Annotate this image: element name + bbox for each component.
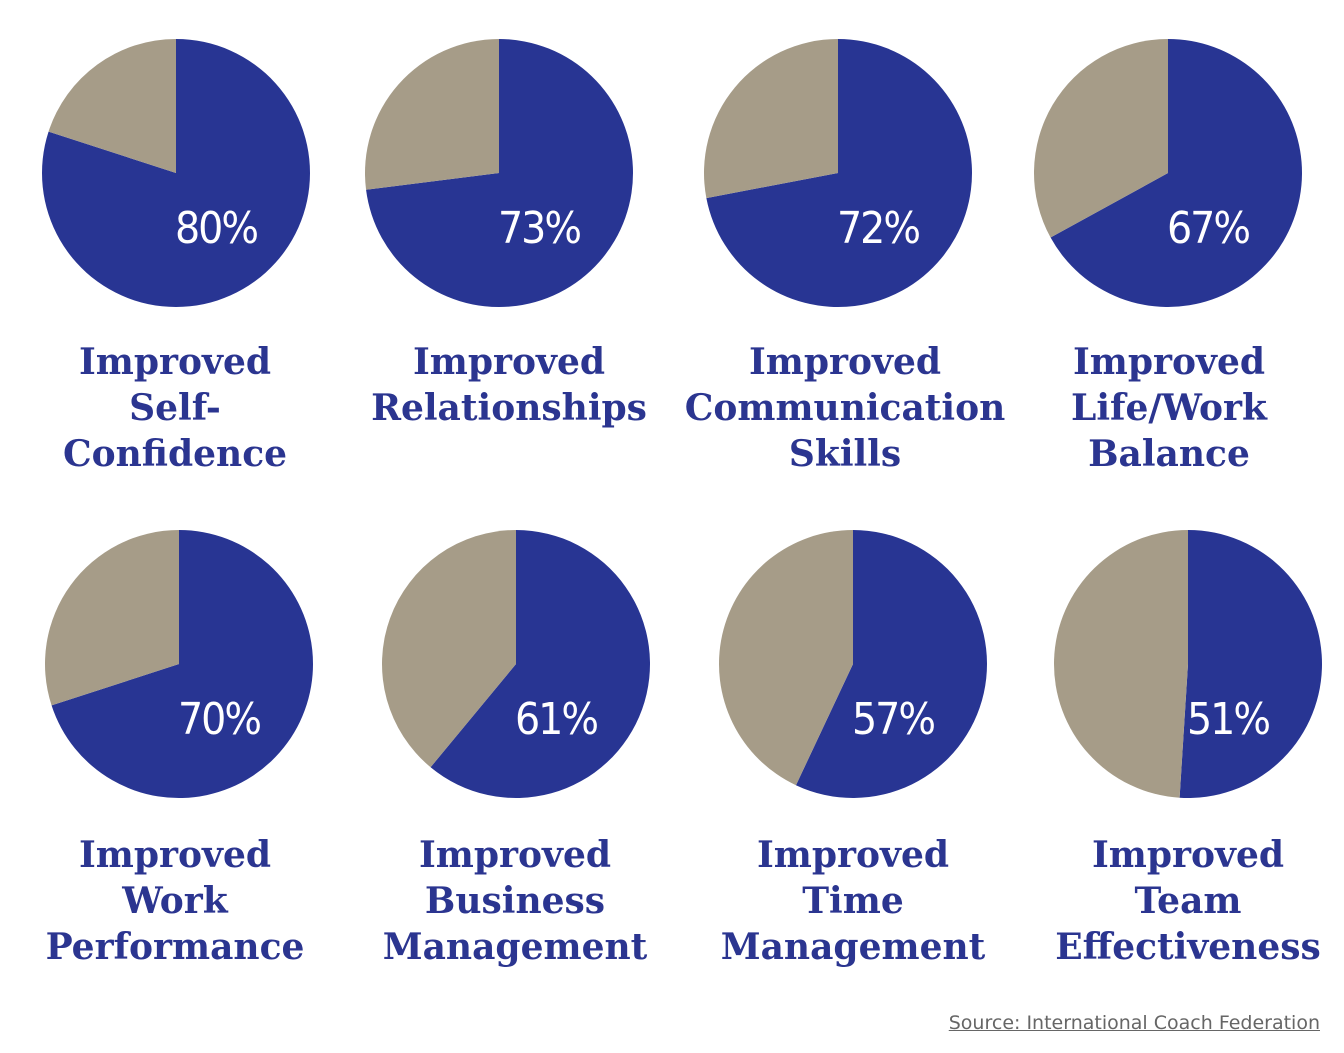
pie-slice-remainder: [1054, 530, 1188, 798]
pie-slice-value: [1179, 530, 1323, 799]
pie-slice-value: [51, 530, 314, 798]
pie-value-label: 51%: [1187, 694, 1269, 745]
pie-value-label: 61%: [515, 694, 597, 745]
pie-category-label: Improved: [419, 834, 611, 876]
pie-slice-remainder: [44, 530, 179, 706]
pie-slice-remainder: [381, 530, 516, 768]
pie-category-label: Effectiveness: [1055, 926, 1321, 968]
pie-value-label: 67%: [1167, 203, 1249, 254]
pie-category-label: Improved: [749, 341, 941, 383]
pie-category-label: Improved: [1092, 834, 1284, 876]
pie-category-label: Team: [1135, 880, 1242, 922]
pie-category-label: Improved: [1073, 341, 1265, 383]
pie-category-label: Improved: [757, 834, 949, 876]
pie-category-label: Skills: [789, 433, 901, 475]
pie-category-label: Life/Work: [1071, 387, 1268, 429]
pie-category-label: Self-: [129, 387, 221, 429]
pie-value-label: 72%: [837, 203, 919, 254]
pie-slice-remainder: [1034, 39, 1168, 238]
pie-category-label: Improved: [413, 341, 605, 383]
pie-category-label: Management: [383, 926, 648, 968]
pie-category-label: Improved: [79, 341, 271, 383]
pie-value-label: 80%: [175, 203, 257, 254]
pie-slice-value: [366, 39, 633, 307]
pie-slice-remainder: [704, 39, 838, 199]
pie-category-label: Work: [121, 880, 228, 922]
source-link[interactable]: Source: International Coach Federation: [948, 1012, 1320, 1034]
pie-slice-remainder: [365, 39, 499, 190]
pie-category-label: Confidence: [63, 433, 287, 475]
pie-category-label: Relationships: [371, 387, 647, 429]
pie-category-label: Improved: [79, 834, 271, 876]
pie-category-label: Communication: [685, 387, 1006, 429]
pie-value-label: 73%: [498, 203, 580, 254]
pie-category-label: Time: [802, 880, 903, 922]
pie-category-label: Performance: [46, 926, 305, 968]
pie-slice-remainder: [719, 530, 853, 786]
pie-category-label: Balance: [1088, 433, 1250, 475]
pie-value-label: 70%: [178, 694, 260, 745]
pie-category-label: Business: [425, 880, 605, 922]
pie-category-label: Management: [721, 926, 986, 968]
pie-slice-value: [430, 530, 650, 798]
pie-slice-remainder: [48, 39, 176, 173]
pie-slice-value: [1050, 39, 1302, 308]
pie-slice-value: [795, 530, 987, 798]
pie-slice-value: [706, 39, 972, 307]
pie-value-label: 57%: [852, 694, 934, 745]
